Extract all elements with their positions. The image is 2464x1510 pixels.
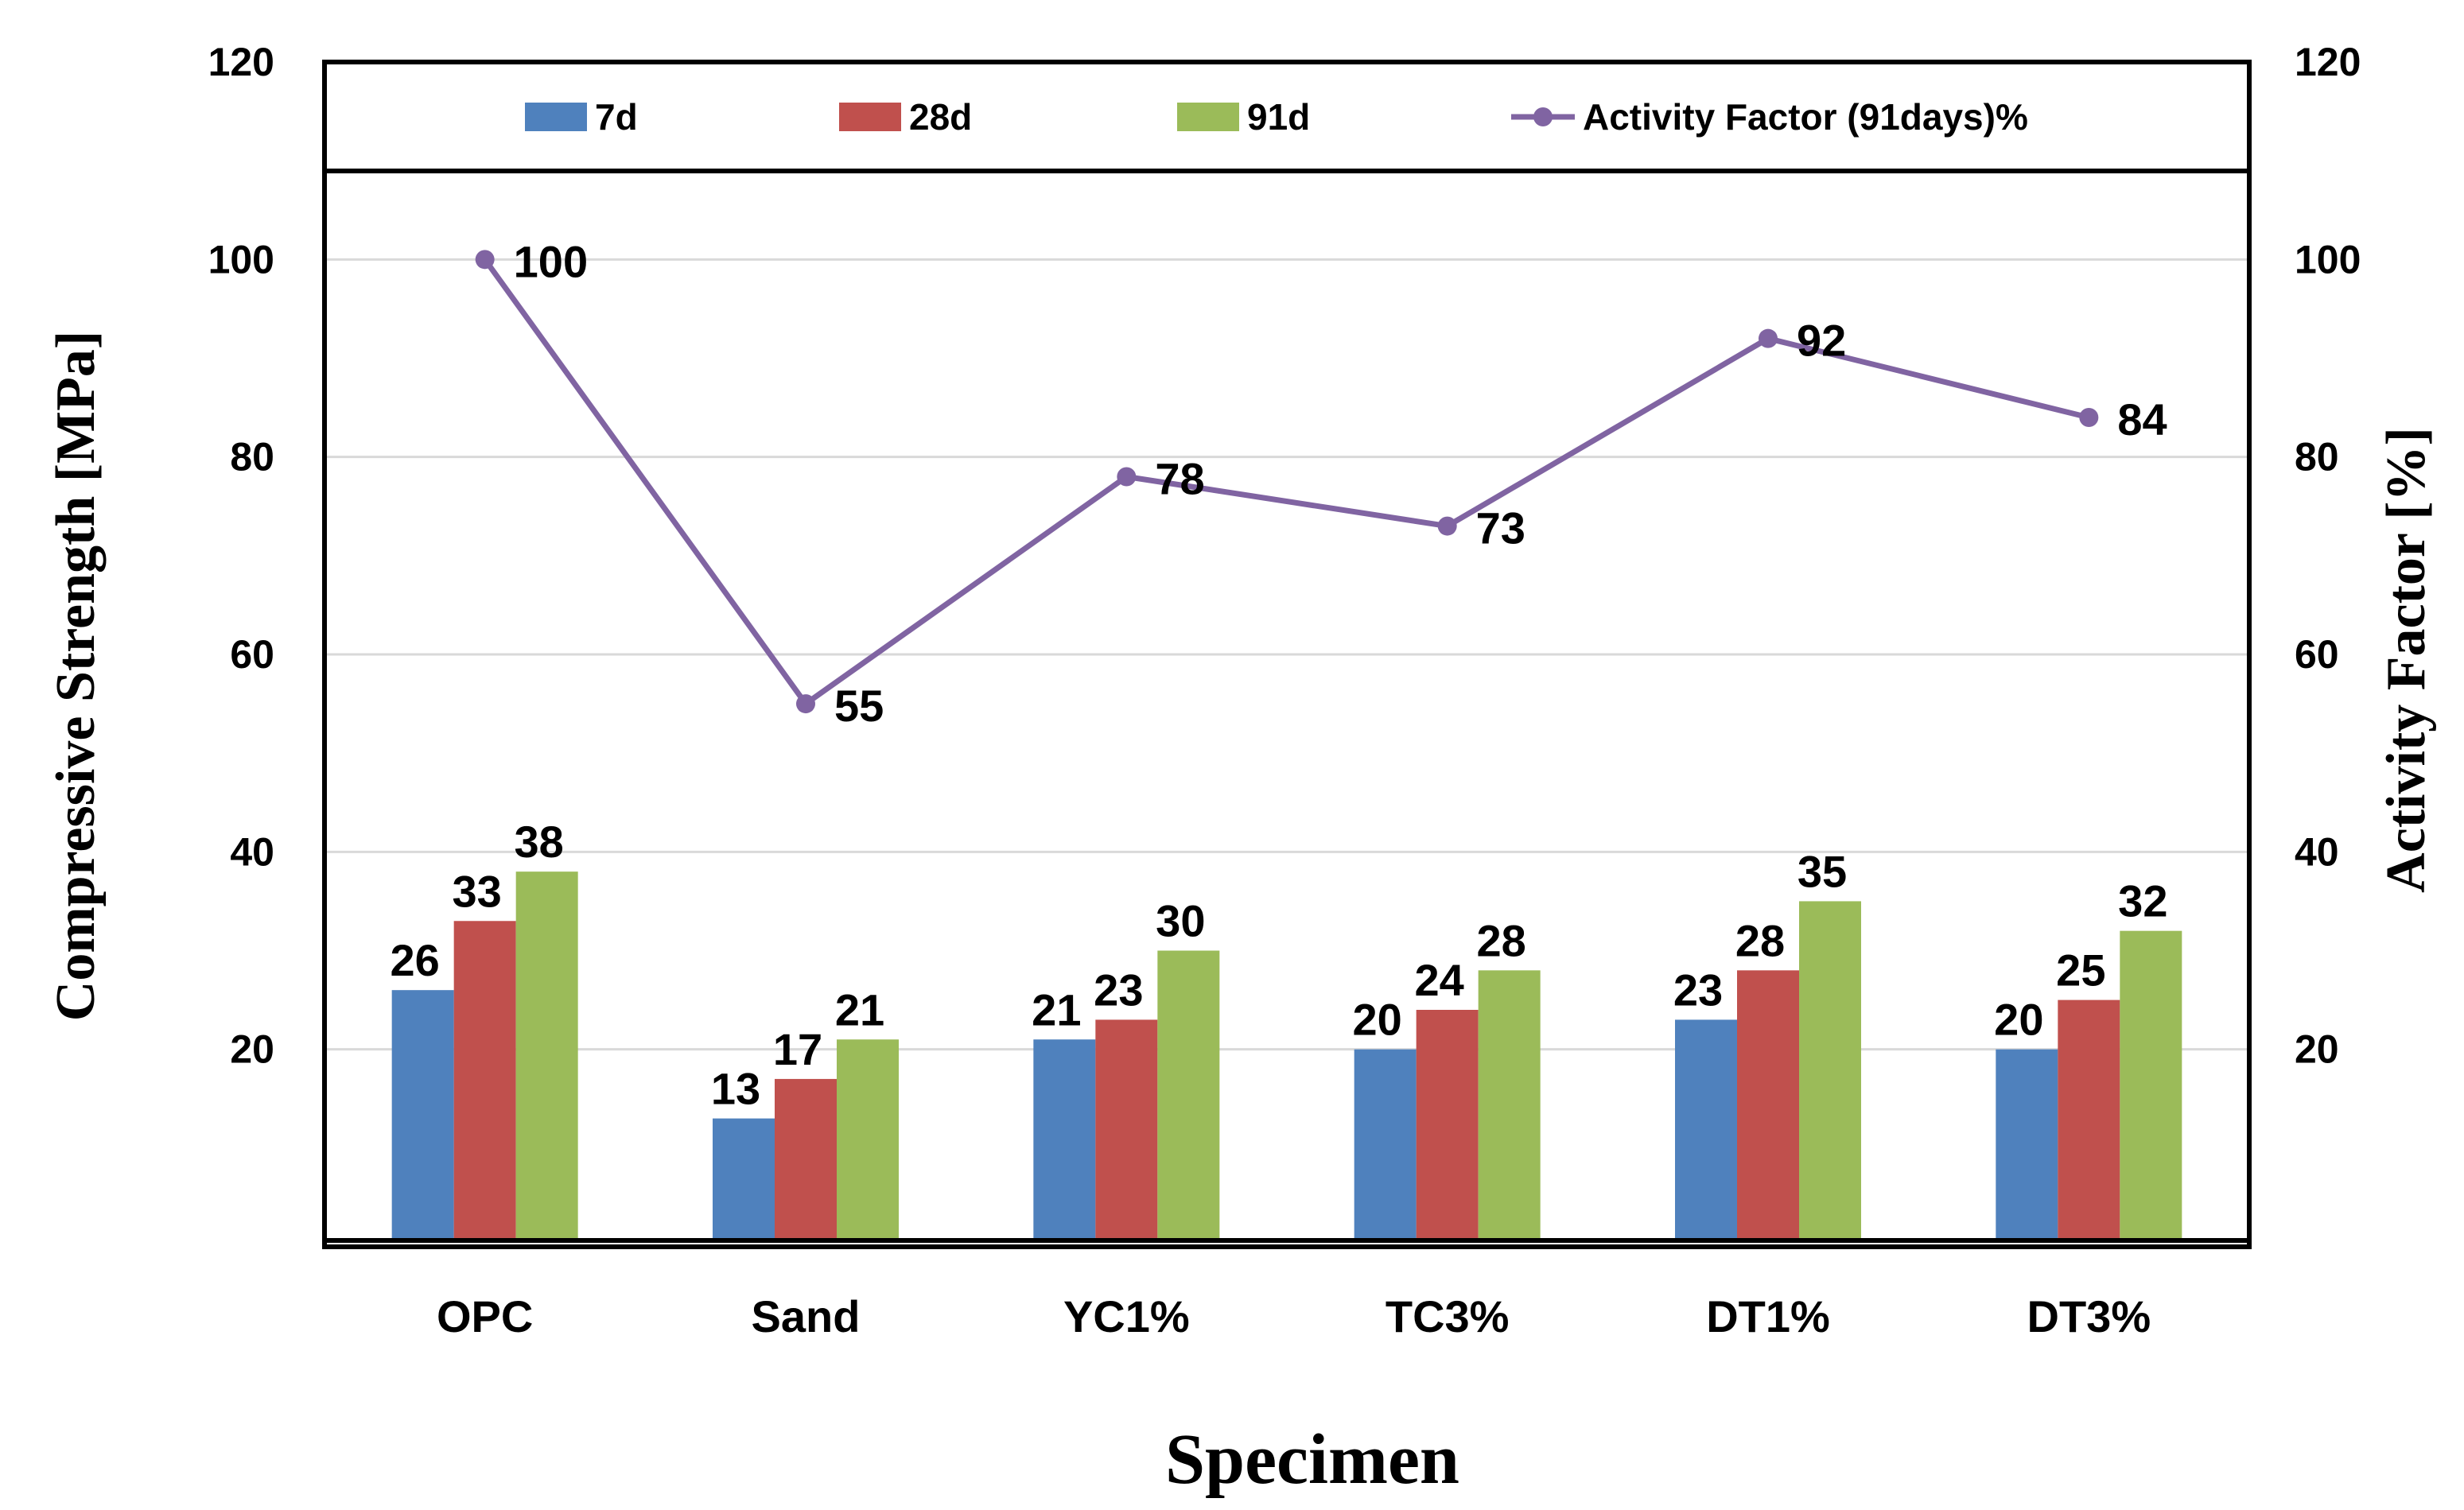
bar-28d — [453, 921, 516, 1240]
bar-91d — [515, 871, 578, 1240]
bar-data-label: 25 — [2056, 945, 2105, 996]
x-tick-label: DT3% — [2027, 1291, 2151, 1341]
legend-swatch-91d — [1177, 103, 1239, 131]
bar-data-label: 28 — [1477, 915, 1526, 965]
bar-28d — [1416, 1010, 1479, 1240]
bar-data-label: 23 — [1673, 965, 1723, 1015]
line-point — [1437, 516, 1457, 536]
gridlines — [325, 258, 2249, 1051]
legend-label: 7d — [595, 96, 638, 138]
bar-data-label: 33 — [453, 866, 502, 916]
bar-data-label: 17 — [773, 1024, 822, 1074]
y2-tick-label: 20 — [2295, 1027, 2339, 1072]
bar-data-label: 30 — [1156, 896, 1205, 946]
line-point — [1759, 328, 1778, 348]
line-labels: 100 55 78 73 92 84 — [514, 236, 2167, 731]
y-axis-ticks: 20 40 60 80 100 120 — [208, 40, 274, 1072]
line-data-label: 84 — [2117, 394, 2167, 444]
bar-data-label: 21 — [835, 984, 884, 1034]
legend-swatch-28d — [839, 103, 901, 131]
x-tick-label: YC1% — [1063, 1291, 1190, 1341]
bar-7d — [1354, 1049, 1417, 1240]
y-tick-label: 80 — [230, 435, 274, 479]
y-tick-label: 100 — [208, 237, 274, 281]
bar-91d — [2120, 930, 2182, 1240]
line-point — [475, 250, 495, 270]
x-axis-title: Specimen — [1165, 1420, 1459, 1499]
bar-data-label: 20 — [1353, 995, 1402, 1045]
x-tick-label: TC3% — [1386, 1291, 1510, 1341]
line-point — [2079, 408, 2099, 427]
bar-91d — [1157, 950, 1220, 1240]
bar-7d — [1675, 1019, 1737, 1240]
bar-91d — [1799, 901, 1861, 1240]
line-data-label: 55 — [834, 681, 884, 731]
bar-data-label: 13 — [711, 1064, 760, 1114]
y2-axis-title: Activity Factor [%] — [2376, 427, 2437, 893]
legend-swatch-7d — [525, 103, 587, 131]
bar-data-label: 21 — [1032, 984, 1081, 1034]
y2-tick-label: 120 — [2295, 40, 2361, 84]
y-tick-label: 40 — [230, 829, 274, 874]
line-point — [796, 694, 815, 714]
line-layer — [475, 250, 2099, 714]
y-tick-label: 20 — [230, 1027, 274, 1072]
legend-label: 91d — [1247, 96, 1310, 138]
bar-28d — [1737, 970, 1799, 1240]
bar-data-label: 20 — [1994, 995, 2043, 1045]
bar-data-label: 28 — [1735, 915, 1785, 965]
legend-marker — [1533, 107, 1553, 126]
y-tick-label: 60 — [230, 632, 274, 677]
plot-frame — [322, 60, 2252, 1249]
bar-data-label: 23 — [1094, 965, 1143, 1015]
bar-data-label: 32 — [2118, 876, 2167, 926]
y2-tick-label: 40 — [2295, 829, 2339, 874]
bar-28d — [775, 1078, 837, 1240]
line-data-label: 92 — [1797, 316, 1846, 366]
bar-data-label: 35 — [1797, 846, 1847, 896]
x-tick-label: OPC — [437, 1291, 533, 1341]
y2-tick-label: 60 — [2295, 632, 2339, 677]
x-axis-ticks: OPC Sand YC1% TC3% DT1% DT3% — [437, 1291, 2151, 1341]
x-tick-label: Sand — [752, 1291, 861, 1341]
bar-91d — [1478, 970, 1541, 1240]
bar-7d — [1033, 1039, 1096, 1240]
y-tick-label: 120 — [208, 40, 274, 84]
bar-7d — [713, 1118, 775, 1240]
line-Activity Factor (91days)% — [482, 258, 2090, 707]
legend: 7d 28d 91d Activity Factor (91days)% — [325, 96, 2249, 173]
bar-28d — [2058, 1000, 2120, 1240]
bar-7d — [391, 990, 454, 1240]
line-data-label: 100 — [514, 236, 588, 286]
line-data-label: 73 — [1476, 503, 1525, 553]
bar-91d — [837, 1039, 899, 1240]
bars — [391, 871, 2182, 1240]
bar-data-label: 38 — [515, 817, 564, 867]
y2-axis-ticks: 20 40 60 80 100 120 — [2295, 40, 2361, 1072]
y2-tick-label: 100 — [2295, 237, 2361, 281]
line-data-label: 78 — [1155, 454, 1204, 504]
bar-7d — [1996, 1049, 2058, 1240]
line-point — [1117, 467, 1137, 487]
legend-label: Activity Factor (91days)% — [1583, 96, 2028, 138]
legend-label: 28d — [909, 96, 972, 138]
y-axis-title: Compressive Strength [MPa] — [45, 331, 107, 1021]
bar-data-label: 24 — [1415, 955, 1464, 1005]
bar-data-label: 26 — [391, 935, 440, 985]
y2-tick-label: 80 — [2295, 435, 2339, 479]
x-tick-label: DT1% — [1706, 1291, 1830, 1341]
bar-28d — [1095, 1019, 1158, 1240]
